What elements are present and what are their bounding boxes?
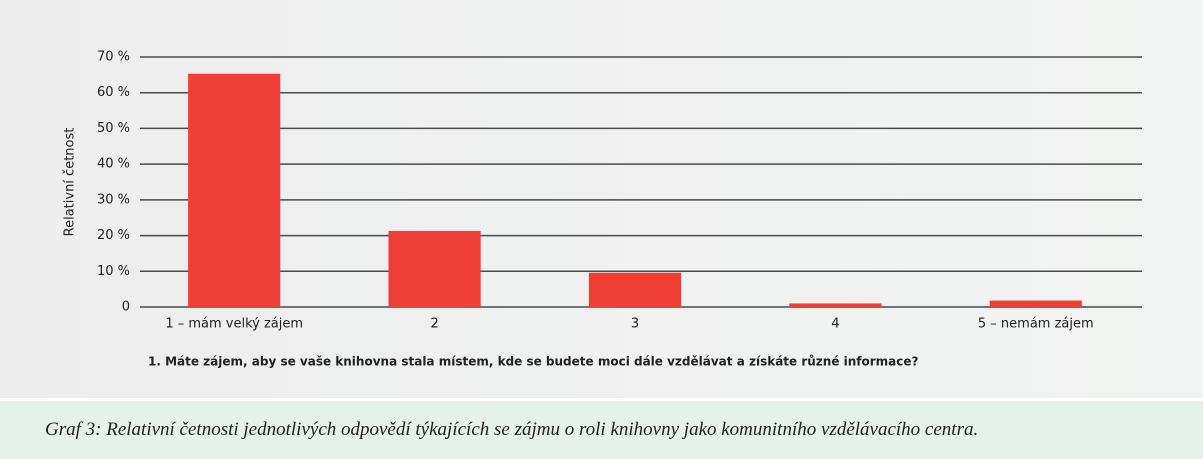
caption: Graf 3: Relativní četnosti jednotlivých … [0, 401, 1203, 459]
chart: Relativní četnost 1. Máte zájem, aby se … [63, 50, 1142, 369]
y-tick-label: 30 % [97, 192, 130, 207]
bar [188, 73, 281, 308]
chart-panel: Relativní četnost 1. Máte zájem, aby se … [0, 0, 1203, 398]
x-tick-label: 3 [631, 317, 639, 332]
y-tick-label: 20 % [97, 228, 130, 243]
y-tick-label: 50 % [97, 121, 130, 136]
x-tick-label: 5 – nemám zájem [978, 317, 1094, 332]
x-tick-label: 4 [831, 317, 839, 332]
y-tick-label: 40 % [97, 157, 130, 172]
y-tick-label: 0 [122, 300, 130, 315]
y-axis-title: Relativní četnost [63, 128, 78, 237]
bar [388, 230, 481, 307]
bar [588, 272, 682, 307]
y-tick-label: 60 % [97, 85, 130, 100]
x-tick-label: 1 – mám velký zájem [165, 317, 303, 332]
bar [989, 300, 1082, 307]
x-tick-label: 2 [430, 317, 438, 332]
y-tick-label: 10 % [97, 264, 130, 279]
y-tick-label: 70 % [97, 50, 130, 65]
x-axis-title: 1. Máte zájem, aby se vaše knihovna stal… [148, 355, 919, 369]
bar [789, 303, 882, 307]
